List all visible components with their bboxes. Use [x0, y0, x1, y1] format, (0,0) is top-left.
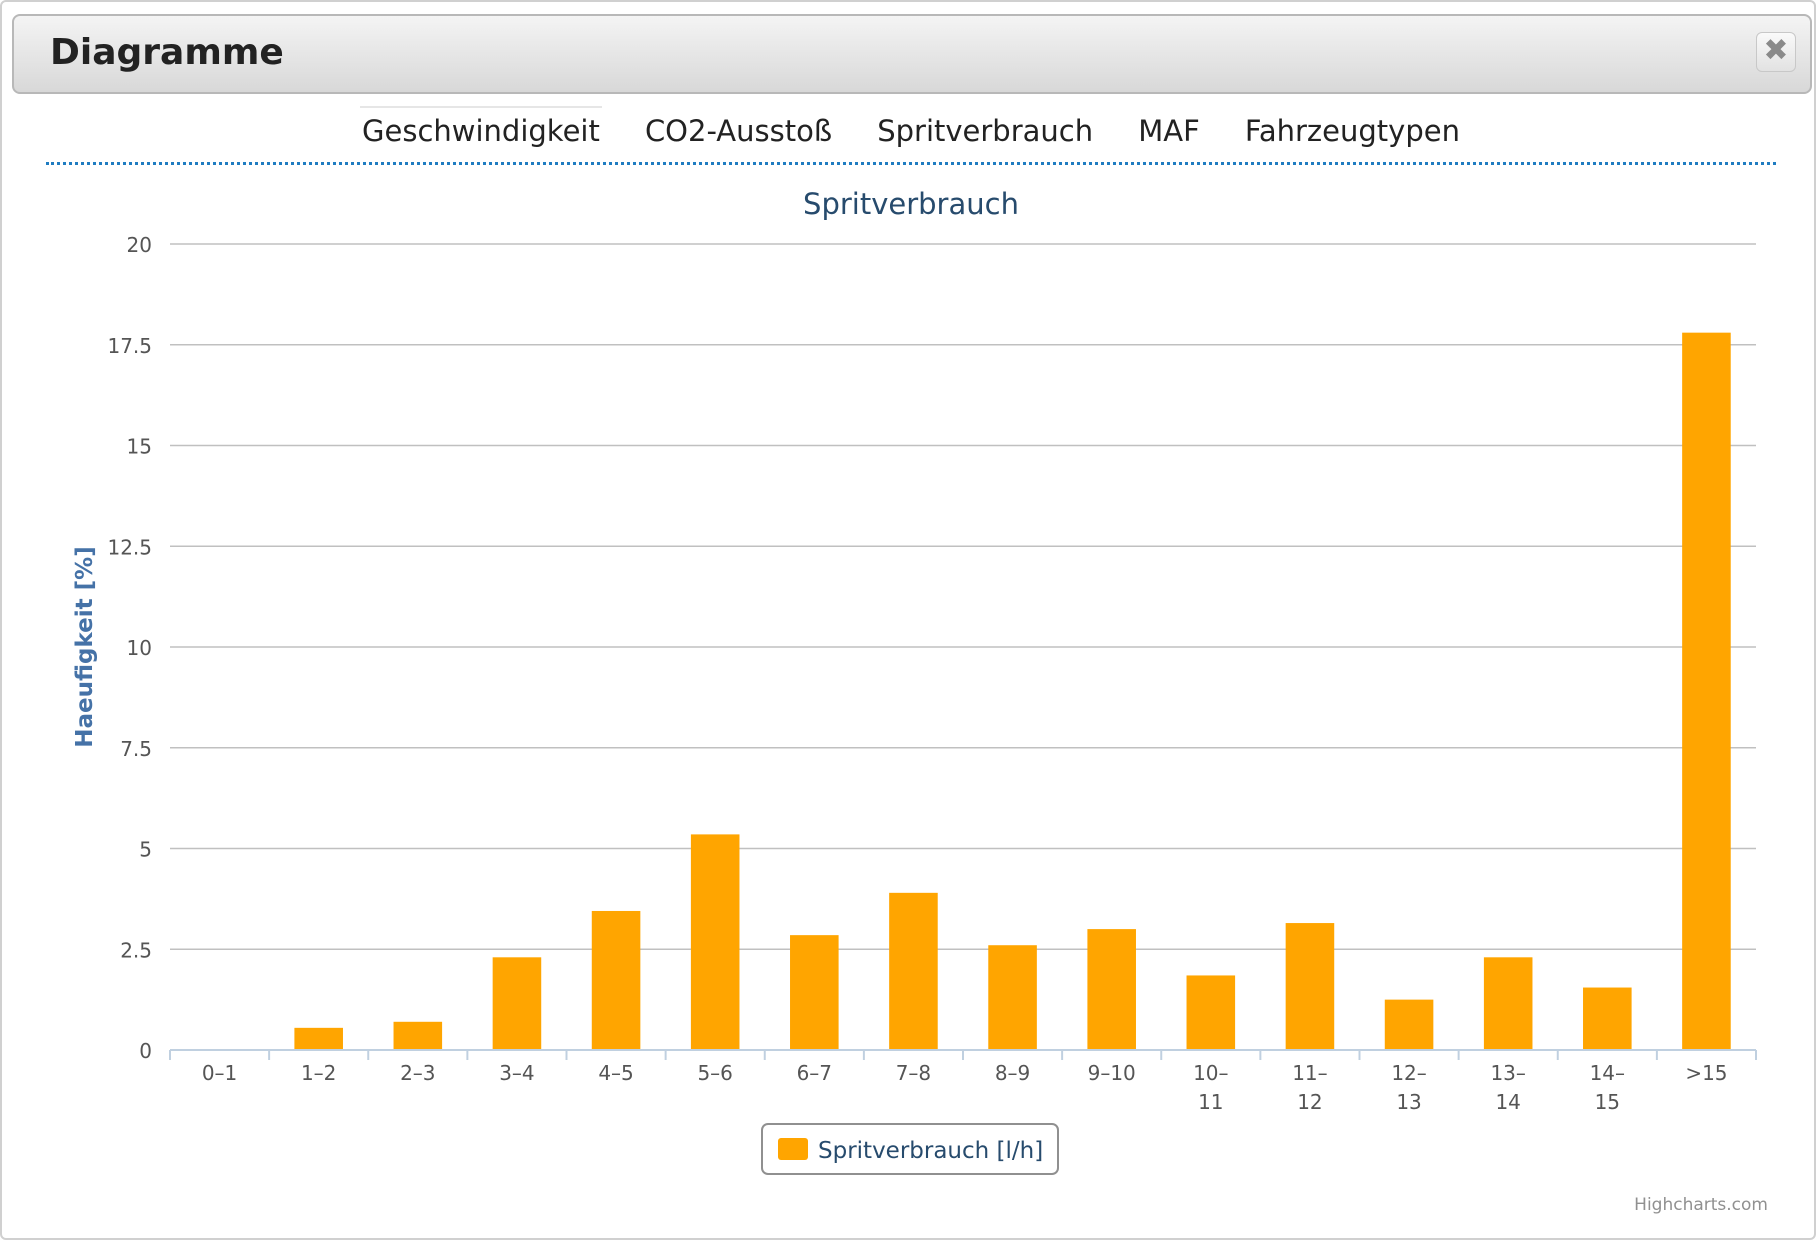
- y-tick-label: 2.5: [120, 938, 152, 962]
- tab-spritverbrauch[interactable]: Spritverbrauch: [877, 114, 1094, 148]
- bar[interactable]: [1384, 999, 1434, 1050]
- x-tick-label: 1–2: [301, 1061, 336, 1085]
- legend[interactable]: Spritverbrauch [l/h]: [761, 1123, 1059, 1175]
- x-tick-label: 6–7: [797, 1061, 832, 1085]
- bar[interactable]: [591, 910, 641, 1050]
- close-icon[interactable]: ✖: [1763, 33, 1789, 68]
- y-tick-label: 10: [127, 636, 152, 660]
- legend-box[interactable]: [761, 1123, 1059, 1175]
- chart-container: Spritverbrauch Haeufigkeit [%] 0 2.5 5 7.5 1…: [46, 170, 1776, 1220]
- tab-co2-ausstoss[interactable]: CO2-Ausstoß: [644, 114, 833, 148]
- bar[interactable]: [1583, 987, 1632, 1050]
- bar[interactable]: [1682, 332, 1731, 1050]
- legend-item-spritverbrauch[interactable]: Spritverbrauch [l/h]: [818, 1138, 1043, 1164]
- bar[interactable]: [1285, 923, 1335, 1050]
- x-tick-label: 3–4: [499, 1061, 534, 1085]
- bar[interactable]: [988, 945, 1037, 1050]
- credits-link[interactable]: Highcharts.com: [1634, 1195, 1768, 1215]
- y-tick-label: 7.5: [120, 737, 152, 761]
- bar[interactable]: [294, 1027, 343, 1050]
- x-tick-label: 10– 11: [1193, 1061, 1228, 1114]
- bar[interactable]: [393, 1021, 443, 1050]
- x-tick-label: 4–5: [598, 1061, 633, 1085]
- chart-tabs: Geschwindigkeit CO2-Ausstoß Spritverbrau…: [46, 106, 1776, 165]
- bar[interactable]: [1186, 975, 1236, 1050]
- x-tick-label: 7–8: [896, 1061, 931, 1085]
- x-tick-label: 14– 15: [1590, 1061, 1625, 1114]
- y-tick-label: 20: [127, 233, 152, 257]
- x-tick-label: 12– 13: [1391, 1061, 1426, 1114]
- x-tick-label: 11– 12: [1292, 1061, 1327, 1114]
- tab-geschwindigkeit[interactable]: Geschwindigkeit: [360, 106, 602, 156]
- legend-swatch: [778, 1138, 808, 1160]
- x-tick-label: 2–3: [400, 1061, 435, 1085]
- x-tick-label: >15: [1685, 1061, 1727, 1085]
- x-tick-label: 8–9: [995, 1061, 1030, 1085]
- y-tick-label: 12.5: [107, 535, 152, 559]
- bar[interactable]: [1087, 929, 1136, 1050]
- tab-fahrzeugtypen[interactable]: Fahrzeugtypen: [1244, 114, 1460, 148]
- close-button[interactable]: ✖: [1756, 32, 1796, 72]
- y-axis-title: Haeufigkeit [%]: [72, 546, 98, 748]
- grid-lines: [170, 243, 1756, 950]
- chart-title: Spritverbrauch: [803, 187, 1019, 221]
- x-tick-label: 0–1: [202, 1061, 237, 1085]
- y-tick-label: 15: [127, 435, 152, 459]
- x-axis: 0–1 1–2 2–3 3–4 4–5 5–6 6–7 7–8 8–9 9–10 10– 11 11– 1…: [169, 1049, 1757, 1114]
- bar-chart: Spritverbrauch Haeufigkeit [%] 0 2.5 5 7.5 1…: [72, 187, 1768, 1215]
- dialog-titlebar[interactable]: Diagramme ✖: [12, 14, 1812, 94]
- bar[interactable]: [889, 892, 938, 1050]
- bar[interactable]: [690, 834, 740, 1050]
- x-tick-label: 9–10: [1088, 1061, 1136, 1085]
- y-tick-labels: 0 2.5 5 7.5 10 12.5 15 17.5 20: [107, 233, 152, 1063]
- y-tick-label: 17.5: [107, 334, 152, 358]
- x-tick-label: 13– 14: [1490, 1061, 1525, 1114]
- dialog-title: Diagramme: [50, 32, 284, 73]
- x-tick-label: 5–6: [697, 1061, 732, 1085]
- bar[interactable]: [1483, 957, 1533, 1050]
- y-tick-label: 0: [139, 1039, 152, 1063]
- bars: [294, 332, 1731, 1050]
- y-tick-label: 5: [139, 838, 152, 862]
- bar[interactable]: [790, 935, 839, 1050]
- bar[interactable]: [492, 957, 542, 1050]
- tab-maf[interactable]: MAF: [1138, 114, 1200, 148]
